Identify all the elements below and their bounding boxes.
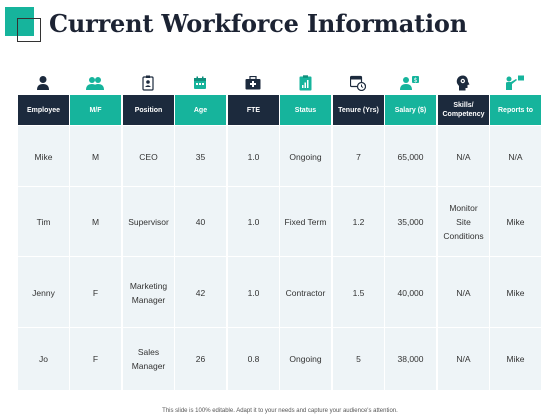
table-cell: N/A: [456, 287, 471, 298]
column-header-tenure-yrs: Tenure (Yrs): [333, 95, 384, 125]
table-cell: 26: [195, 354, 206, 364]
column-header-reports-to: Reports to: [490, 95, 541, 125]
table-cell: Tim: [36, 217, 51, 227]
table-cell: 7: [356, 151, 361, 162]
column-header-m-f: M/F: [70, 95, 121, 125]
presenter-icon: [490, 70, 540, 96]
table-cell: 0.8: [247, 354, 260, 364]
users-icon: [70, 70, 120, 96]
table-cell: F: [92, 354, 99, 364]
table-cell: 1.5: [352, 287, 365, 298]
table-cell: Ongoing: [289, 151, 322, 162]
column-background: [175, 126, 226, 390]
table-cell: 1.2: [352, 217, 365, 227]
table-cell: M: [91, 217, 100, 227]
table-cell: 35,000: [397, 217, 424, 227]
column-background: [280, 126, 331, 390]
column-background: [18, 126, 69, 390]
table-cell: Ongoing: [289, 354, 322, 364]
table-cell: N/A: [456, 354, 471, 364]
table-cell: N/A: [508, 151, 523, 162]
workforce-table: Employee M/F Position Age FTE Status Tenure (Y…: [18, 95, 542, 390]
table-cell: F: [92, 287, 99, 298]
column-background: [70, 126, 121, 390]
table-cell: Supervisor: [128, 217, 169, 227]
icon-row: $: [18, 70, 542, 96]
column-background: [123, 126, 174, 390]
footer-note: This slide is 100% editable. Adapt it to…: [162, 408, 398, 414]
table-cell: Fixed Term: [284, 217, 327, 227]
table-cell: Mike: [506, 287, 525, 298]
table-cell: M: [91, 151, 100, 162]
table-cell: Jenny: [32, 287, 55, 298]
table-cell: 40,000: [397, 287, 424, 298]
table-cell: 35: [195, 151, 206, 162]
clipboard-icon: [280, 70, 330, 96]
column-header-employee: Employee: [18, 95, 69, 125]
column-background: [490, 126, 541, 390]
head-gear-icon: [438, 70, 488, 96]
page-title: Current Workforce Information: [49, 9, 467, 38]
calendar-icon: [175, 70, 225, 96]
table-cell: Jo: [39, 354, 48, 364]
column-header-position: Position: [123, 95, 174, 125]
table-cell: 1.0: [247, 287, 260, 298]
id-badge-icon: [123, 70, 173, 96]
table-cell: 1.0: [247, 151, 260, 162]
table-cell: Mike: [34, 151, 53, 162]
briefcase-medical-icon: [228, 70, 278, 96]
column-header-age: Age: [175, 95, 226, 125]
salary-user-icon: $: [385, 70, 435, 96]
table-cell: 42: [195, 287, 206, 298]
table-cell: 38,000: [397, 354, 424, 364]
table-cell: Mike: [506, 217, 525, 227]
table-cell: 65,000: [397, 151, 424, 162]
calendar-clock-icon: [333, 70, 383, 96]
column-header-skills-competency: Skills/ Competency: [438, 95, 489, 125]
table-cell: Monitor Site Conditions: [443, 203, 484, 241]
column-background: [333, 126, 384, 390]
table-cell: Sales Manager: [131, 347, 166, 371]
table-cell: 40: [195, 217, 206, 227]
column-header-status: Status: [280, 95, 331, 125]
svg-text:$: $: [414, 77, 418, 84]
corner-block-decoration: [5, 7, 34, 36]
row-divider: [18, 186, 542, 187]
column-header-fte: FTE: [228, 95, 279, 125]
table-cell: Contractor: [285, 287, 326, 298]
table-cell: N/A: [456, 151, 471, 162]
column-background: [385, 126, 436, 390]
table-cell: CEO: [139, 151, 158, 162]
row-divider: [18, 327, 542, 328]
row-divider: [18, 256, 542, 257]
table-cell: Mike: [506, 354, 525, 364]
table-cell: 1.0: [247, 217, 260, 227]
column-background: [438, 126, 489, 390]
table-cell: Marketing Manager: [129, 280, 168, 305]
corner-outline-decoration: [17, 18, 41, 42]
column-background: [228, 126, 279, 390]
column-header-salary: Salary ($): [385, 95, 436, 125]
table-cell: 5: [356, 354, 361, 364]
user-icon: [18, 70, 68, 96]
